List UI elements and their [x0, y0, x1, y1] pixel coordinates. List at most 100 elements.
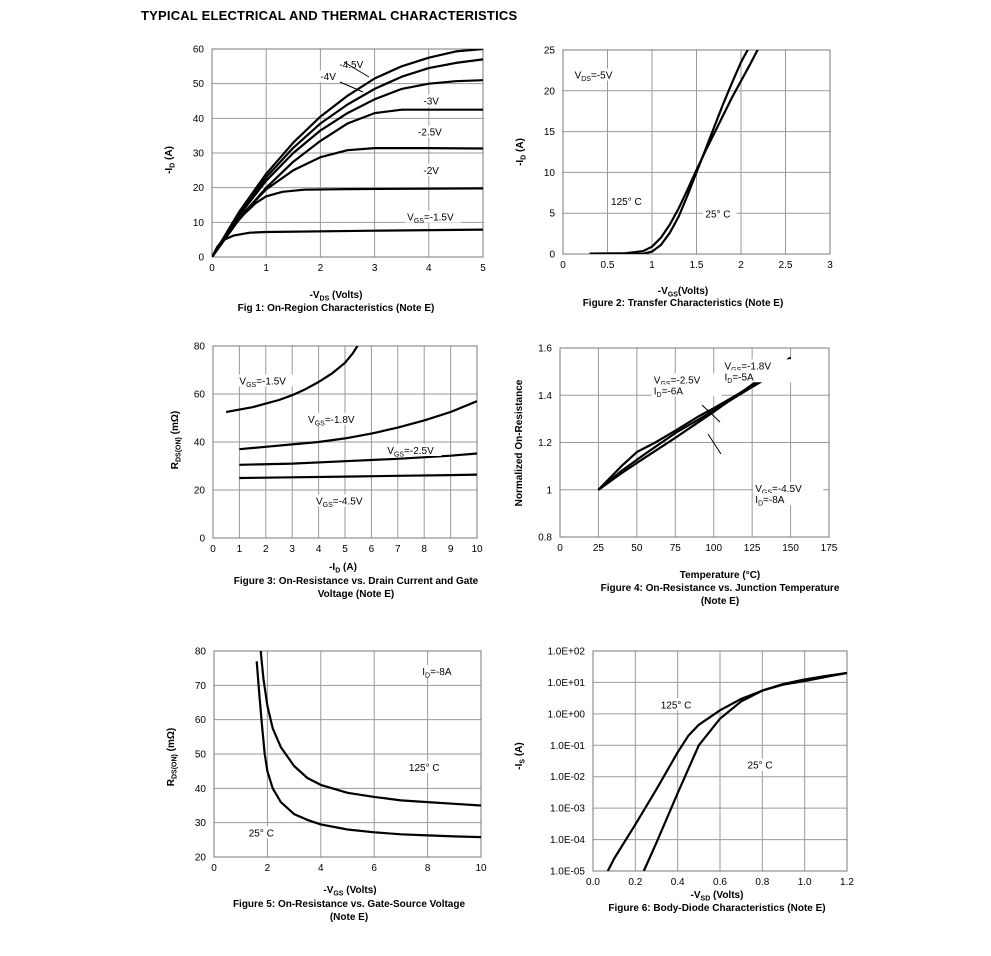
- fig3-xtick-label: 0: [210, 544, 216, 555]
- fig4-xtick-label: 50: [631, 543, 643, 554]
- fig5-series-1: [255, 661, 481, 839]
- fig1-annotation: -4V: [320, 72, 336, 83]
- fig6-xtick-label: 0.4: [671, 877, 685, 888]
- fig4-ytick-label: 1: [546, 485, 552, 496]
- fig1-annotation: VGS=-1.5V: [407, 213, 454, 226]
- fig6-xtick-label: 0.2: [628, 877, 642, 888]
- fig5-x-axis-label: -VGS (Volts): [323, 885, 376, 898]
- fig5-ytick-label: 80: [195, 647, 207, 658]
- fig6-xtick-label: 1.0: [798, 877, 812, 888]
- fig3-ytick-label: 60: [194, 390, 206, 401]
- fig2-plot-frame: [562, 49, 831, 255]
- fig1-chart: 0 1 2 3 4 50102030405060-4.5V-4V-3V-2.5V-2VVG…: [164, 45, 486, 315]
- fig2-ytick-label: 20: [544, 86, 556, 97]
- fig3-xtick-label: 6: [369, 544, 375, 555]
- fig5-xtick-label: 8: [425, 863, 431, 874]
- fig2-xtick-label: 0: [560, 260, 566, 271]
- fig1-series-6: [212, 228, 483, 257]
- fig1-xtick-label: 2: [318, 263, 324, 274]
- fig2-xtick-label: 1.5: [690, 260, 704, 271]
- fig1-annotation: -3V: [423, 96, 439, 107]
- fig5-annotation: ID=-8A: [422, 667, 452, 680]
- fig1-series-1: [212, 58, 483, 257]
- fig4-ytick-label: 1.6: [538, 344, 552, 355]
- fig2-xtick-label: 1: [649, 260, 655, 271]
- fig5-ytick-label: 30: [195, 818, 207, 829]
- fig3-ytick-label: 20: [194, 486, 206, 497]
- fig2-xtick-label: 3: [827, 260, 833, 271]
- fig5-xtick-label: 0: [211, 863, 217, 874]
- fig2-annotation: 125° C: [611, 197, 642, 208]
- fig4-xtick-label: 125: [744, 543, 761, 554]
- fig5-ytick-label: 20: [195, 853, 207, 864]
- fig3-series-3: [239, 473, 477, 480]
- fig2-annotation: 25° C: [705, 209, 730, 220]
- fig3-xtick-label: 5: [342, 544, 348, 555]
- fig4-leader-arrow: [707, 433, 722, 455]
- page-title: TYPICAL ELECTRICAL AND THERMAL CHARACTER…: [141, 8, 518, 23]
- fig1-leader-arrow: [343, 61, 370, 78]
- fig2-xtick-label: 2: [738, 260, 744, 271]
- fig4-x-axis-label: Temperature (°C): [680, 570, 761, 581]
- fig4-annotation: ID=-8A: [755, 495, 785, 508]
- fig3-xtick-label: 4: [316, 544, 322, 555]
- fig3-xtick-label: 8: [421, 544, 427, 555]
- fig6-xtick-label: 0.8: [755, 877, 769, 888]
- fig1-annotation: -2.5V: [418, 128, 442, 139]
- fig2-ytick-label: 15: [544, 127, 556, 138]
- fig3-ytick-label: 80: [194, 342, 206, 353]
- fig4-ytick-label: 1.4: [538, 391, 552, 402]
- fig5-annotation: 125° C: [409, 763, 440, 774]
- fig1-plot-frame: [211, 48, 484, 258]
- fig3-y-axis-label: RDS(ON) (mΩ): [170, 411, 183, 469]
- fig4-xtick-label: 150: [782, 543, 799, 554]
- fig5-chart: 0 2 4 6 8 10 20 30 40 50 60 70 80 ID=-8A 125° C 25° C -V…: [166, 647, 487, 924]
- fig1-ytick-label: 40: [193, 114, 205, 125]
- fig5-y-axis-label: RDS(ON) (mΩ): [166, 728, 179, 786]
- fig5-xtick-label: 6: [371, 863, 377, 874]
- fig3-xtick-label: 9: [448, 544, 454, 555]
- fig3-xtick-label: 3: [289, 544, 295, 555]
- fig6-ytick-label: 1.0E+02: [547, 647, 585, 658]
- fig2-x-axis-label: -VGS(Volts): [658, 286, 709, 299]
- fig6-xtick-label: 0.6: [713, 877, 727, 888]
- fig1-ytick-label: 60: [193, 45, 205, 56]
- fig6-ytick-label: 1.0E-04: [550, 835, 585, 846]
- fig3-annotation: VGS=-4.5V: [316, 496, 363, 509]
- fig6-ytick-label: 1.0E-05: [550, 867, 585, 878]
- fig6-ytick-label: 1.0E+00: [547, 709, 585, 720]
- fig1-y-axis-label: -ID (A): [164, 146, 177, 174]
- fig3-series-0: [226, 346, 359, 414]
- fig6-plot-frame: [592, 650, 848, 872]
- fig5-plot-frame: [213, 650, 482, 858]
- fig5-ytick-label: 50: [195, 750, 207, 761]
- fig1-leader-arrow: [339, 81, 364, 93]
- fig4-series-2: [597, 356, 792, 491]
- fig2-caption: Figure 2: Transfer Characteristics (Note…: [583, 298, 784, 309]
- fig6-ytick-label: 1.0E-03: [550, 804, 585, 815]
- fig4-y-axis-label: Normalized On-Resistance: [514, 379, 525, 506]
- fig3-chart: 0 1 2 3 4 5 6 7 8 9 10 0 20 40 60 80 VGS=-1.5V VGS=-1.8V V…: [170, 342, 483, 601]
- fig6-x-axis-label: -VSD (Volts): [691, 890, 744, 903]
- fig6-annotation: 25° C: [748, 761, 773, 772]
- fig3-annotation: VGS=-1.5V: [239, 376, 286, 389]
- fig6-y-axis-label: -IS (A): [514, 742, 527, 769]
- fig3-xtick-label: 10: [471, 544, 483, 555]
- fig3-caption: Figure 3: On-Resistance vs. Drain Curren…: [234, 576, 479, 587]
- fig3-xtick-label: 1: [237, 544, 243, 555]
- fig1-ytick-label: 20: [193, 183, 205, 194]
- fig4-ytick-label: 0.8: [538, 533, 552, 544]
- fig1-annotation: -4.5V: [339, 60, 363, 71]
- fig3-x-axis-label: -ID (A): [329, 562, 357, 575]
- fig3-caption: Voltage (Note E): [318, 589, 394, 600]
- fig6-ytick-label: 1.0E+01: [547, 678, 585, 689]
- fig1-x-axis-label: -VDS (Volts): [310, 290, 363, 303]
- fig3-annotation: VGS=-2.5V: [387, 446, 434, 459]
- fig4-ytick-label: 1.2: [538, 438, 552, 449]
- fig1-ytick-label: 0: [198, 253, 204, 264]
- fig5-caption: (Note E): [330, 912, 368, 923]
- fig3-series-2: [239, 452, 477, 466]
- fig6-caption: Figure 6: Body-Diode Characteristics (No…: [608, 903, 825, 914]
- fig3-ytick-label: 0: [199, 534, 205, 545]
